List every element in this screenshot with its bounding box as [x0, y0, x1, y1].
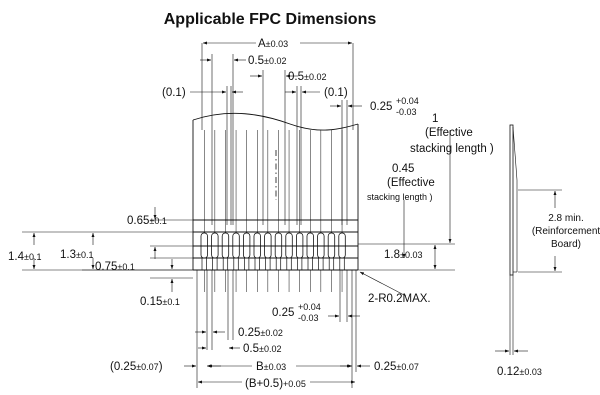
dim-b-0-25: 0.25±0.02: [195, 270, 283, 350]
contact-pad: [221, 232, 230, 259]
svg-text:0.65±0.1: 0.65±0.1: [127, 215, 167, 227]
svg-text:(Effective: (Effective: [387, 177, 435, 189]
svg-text:2-R0.2MAX.: 2-R0.2MAX.: [368, 293, 431, 305]
svg-text:0.25: 0.25: [272, 307, 294, 319]
svg-text:0.5±0.02: 0.5±0.02: [243, 343, 281, 355]
contact-lead: [339, 257, 345, 271]
dim-right-edge: 0.25±0.07: [340, 270, 419, 373]
svg-text:0.5±0.02: 0.5±0.02: [248, 55, 286, 67]
svg-text:stacking length ): stacking length ): [410, 143, 494, 155]
contact-pad: [242, 232, 251, 259]
dim-1-3: 1.3±0.1: [60, 232, 193, 271]
svg-text:A±0.03: A±0.03: [258, 38, 288, 50]
svg-text:2.8 min.: 2.8 min.: [548, 213, 584, 224]
contact-pad: [338, 232, 346, 259]
dim-1-8: 1.8±0.03: [358, 243, 455, 271]
dim-effective-stacking-1: 1 (Effective stacking length ): [410, 113, 494, 244]
svg-text:0.75±0.1: 0.75±0.1: [95, 261, 135, 273]
svg-text:(Reinforcement: (Reinforcement: [532, 226, 600, 237]
svg-text:(B+0.5)+0.05: (B+0.5)+0.05: [245, 378, 306, 390]
svg-text:(0.1): (0.1): [162, 87, 186, 99]
contact-pad: [285, 232, 293, 259]
contact-pad: [274, 232, 283, 259]
svg-text:0.5±0.02: 0.5±0.02: [288, 71, 326, 83]
svg-text:0.15±0.1: 0.15±0.1: [140, 296, 180, 308]
svg-text:0.12±0.03: 0.12±0.03: [497, 366, 542, 378]
contact-fingers: [200, 232, 346, 271]
extension-lines: [204, 130, 343, 292]
contact-pad: [317, 232, 325, 259]
diagram-title: Applicable FPC Dimensions: [164, 11, 377, 28]
svg-text:0.25: 0.25: [370, 101, 392, 113]
dim-top-width: 0.25 +0.04 -0.03: [330, 96, 419, 225]
dim-B: B±0.03: [196, 270, 353, 388]
svg-text:(0.1): (0.1): [324, 87, 348, 99]
contact-pad: [232, 232, 240, 259]
dim-A: A±0.03: [201, 35, 354, 130]
contact-lead: [265, 257, 271, 271]
dim-effective-stacking-2: 0.45 (Effective stacking length ): [367, 163, 435, 259]
contact-lead: [233, 257, 239, 271]
dim-b-plus-0-5: (B+0.5)+0.05: [197, 375, 356, 390]
contact-lead: [307, 257, 313, 271]
radius-note: 2-R0.2MAX.: [359, 271, 431, 305]
svg-text:1: 1: [432, 113, 438, 125]
contact-pad: [253, 232, 261, 259]
contact-lead: [318, 257, 324, 271]
svg-text:+0.04: +0.04: [298, 302, 321, 312]
contact-lead: [297, 257, 303, 271]
svg-text:stacking length ): stacking length ): [367, 192, 433, 202]
contact-pad: [306, 232, 314, 259]
svg-text:0.25±0.02: 0.25±0.02: [238, 327, 283, 339]
svg-text:1.3±0.1: 1.3±0.1: [60, 249, 93, 261]
dim-0-75: 0.75±0.1: [95, 257, 193, 273]
dim-b-0-5: 0.5±0.02: [198, 343, 281, 355]
svg-text:1.4±0.1: 1.4±0.1: [8, 251, 41, 263]
dim-reinforcement: 2.8 min. (Reinforcement Board): [518, 189, 600, 273]
contact-pad: [211, 232, 219, 259]
contact-bands: [193, 219, 358, 259]
contact-pad: [295, 232, 304, 259]
contact-lead: [275, 257, 282, 271]
dim-bottom-width: 0.25 +0.04 -0.03: [272, 270, 360, 323]
svg-text:0.25±0.07: 0.25±0.07: [374, 361, 419, 373]
svg-text:-0.03: -0.03: [396, 107, 417, 117]
svg-text:+0.04: +0.04: [396, 96, 419, 106]
contact-lead: [244, 257, 250, 271]
contact-pad: [327, 232, 336, 259]
side-view: 0.12±0.03: [495, 124, 542, 378]
dim-left-edge: (0.25±0.07): [110, 361, 221, 373]
contact-pad: [200, 232, 208, 259]
svg-text:(0.25±0.07): (0.25±0.07): [110, 361, 163, 373]
contact-lead: [212, 257, 218, 271]
contact-pad: [264, 232, 272, 259]
contact-lead: [286, 257, 292, 271]
contact-lead: [222, 257, 229, 271]
contact-lead: [254, 257, 260, 271]
dim-0-65: 0.65±0.1: [127, 207, 193, 259]
dim-half-pitch-2: 0.5±0.02: [250, 70, 326, 225]
svg-text:-0.03: -0.03: [298, 313, 319, 323]
contact-lead: [328, 257, 335, 271]
svg-text:1.8±0.03: 1.8±0.03: [384, 249, 422, 261]
dim-right-gap: (0.1): [285, 86, 348, 225]
dim-half-pitch-1: 0.5±0.02: [200, 54, 286, 225]
svg-text:(Effective: (Effective: [425, 127, 473, 139]
svg-text:B±0.03: B±0.03: [256, 361, 286, 373]
dim-0-15: 0.15±0.1: [140, 259, 193, 308]
svg-text:Board): Board): [551, 239, 581, 250]
dim-left-gap: (0.1): [162, 86, 243, 225]
svg-text:0.45: 0.45: [392, 163, 414, 175]
contact-lead: [201, 257, 207, 271]
